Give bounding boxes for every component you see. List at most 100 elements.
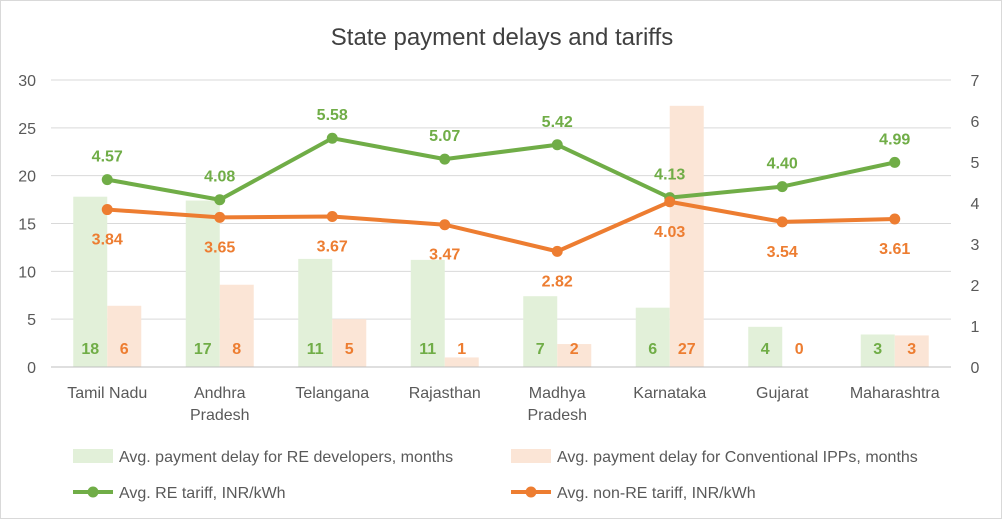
legend: Avg. payment delay for RE developers, mo… bbox=[73, 449, 918, 502]
ipp-delay-value-label: 0 bbox=[795, 341, 804, 358]
x-category-label: Gujarat bbox=[756, 385, 809, 402]
re-delay-value-label: 6 bbox=[648, 341, 657, 358]
ipp-delay-value-label: 6 bbox=[120, 341, 129, 358]
ipp-delay-value-label: 1 bbox=[457, 341, 466, 358]
re-tariff-value-label: 5.07 bbox=[429, 128, 460, 145]
left-axis-tick-label: 5 bbox=[27, 312, 36, 329]
non-re-tariff-point bbox=[889, 213, 901, 225]
legend-label: Avg. non-RE tariff, INR/kWh bbox=[557, 485, 756, 502]
re-tariff-point bbox=[101, 174, 113, 186]
left-axis-tick-label: 30 bbox=[18, 73, 36, 90]
non-re-tariff-value-label: 3.54 bbox=[767, 244, 798, 261]
non-re-tariff-point bbox=[664, 196, 676, 208]
non-re-tariff-value-label: 3.61 bbox=[879, 241, 910, 258]
legend-item: Avg. payment delay for Conventional IPPs… bbox=[511, 449, 918, 466]
x-category-label: Madhya bbox=[529, 385, 586, 402]
re-delay-value-label: 17 bbox=[194, 341, 212, 358]
x-category-label: Maharashtra bbox=[850, 385, 940, 402]
re-tariff-value-label: 4.57 bbox=[92, 149, 123, 166]
re-delay-value-label: 7 bbox=[536, 341, 545, 358]
re-tariff-value-label: 5.42 bbox=[542, 114, 573, 131]
re-tariff-value-label: 5.58 bbox=[317, 107, 348, 124]
right-axis-tick-label: 3 bbox=[971, 237, 980, 254]
right-axis-tick-label: 6 bbox=[971, 114, 980, 131]
ipp-delay-value-label: 5 bbox=[345, 341, 354, 358]
x-category-label: Tamil Nadu bbox=[67, 385, 147, 402]
re-delay-value-label: 3 bbox=[873, 341, 882, 358]
non-re-tariff-value-label: 3.47 bbox=[429, 247, 460, 264]
legend-item: Avg. RE tariff, INR/kWh bbox=[73, 485, 286, 502]
ipp-delay-bar bbox=[332, 319, 367, 367]
left-axis-tick-label: 10 bbox=[18, 264, 36, 281]
re-delay-value-label: 18 bbox=[81, 341, 99, 358]
non-re-tariff-point bbox=[551, 245, 563, 257]
right-axis-tick-label: 2 bbox=[971, 278, 980, 295]
left-axis-tick-label: 0 bbox=[27, 360, 36, 377]
legend-marker bbox=[525, 486, 537, 498]
right-axis-tick-label: 5 bbox=[971, 155, 980, 172]
non-re-tariff-point bbox=[214, 211, 226, 223]
legend-marker bbox=[87, 486, 99, 498]
re-tariff-value-label: 4.99 bbox=[879, 131, 910, 148]
right-axis-tick-label: 4 bbox=[971, 196, 980, 213]
line-value-labels: 4.57 4.08 5.58 5.07 5.42 4.13 4.40 4.99 3.84 3.65… bbox=[92, 107, 911, 290]
x-category-label: Andhra bbox=[194, 385, 246, 402]
re-tariff-line bbox=[105, 136, 897, 202]
ipp-delay-bar bbox=[444, 357, 479, 367]
ipp-delay-bar bbox=[557, 344, 592, 367]
non-re-tariff-value-label: 3.84 bbox=[92, 232, 123, 249]
right-axis-tick-label: 0 bbox=[971, 360, 980, 377]
re-tariff-point bbox=[889, 156, 901, 168]
line-series bbox=[101, 132, 901, 257]
non-re-tariff-value-label: 3.67 bbox=[317, 239, 348, 256]
legend-item: Avg. payment delay for RE developers, mo… bbox=[73, 449, 453, 466]
ipp-delay-value-label: 3 bbox=[907, 341, 916, 358]
re-delay-bar bbox=[185, 200, 220, 367]
re-delay-bar bbox=[635, 307, 670, 367]
ipp-delay-bar bbox=[107, 305, 142, 367]
bar-series bbox=[73, 105, 929, 367]
legend-label: Avg. RE tariff, INR/kWh bbox=[119, 485, 286, 502]
ipp-delay-bar bbox=[219, 284, 254, 367]
re-tariff-point bbox=[214, 194, 226, 206]
ipp-delay-value-label: 8 bbox=[232, 341, 241, 358]
bar-value-labels: 18 17 11 11 7 6 4 3 6 8 5 1 2 27 0 3 bbox=[81, 341, 916, 358]
re-delay-bar bbox=[410, 259, 445, 367]
chart-title: State payment delays and tariffs bbox=[331, 24, 673, 51]
non-re-tariff-point bbox=[326, 211, 338, 223]
re-tariff-point bbox=[326, 132, 338, 144]
x-category-label: Pradesh bbox=[190, 407, 250, 424]
non-re-tariff-point bbox=[776, 216, 788, 228]
non-re-tariff-value-label: 3.65 bbox=[204, 239, 235, 256]
left-axis-tick-label: 20 bbox=[18, 169, 36, 186]
x-category-label: Pradesh bbox=[527, 407, 587, 424]
re-tariff-value-label: 4.13 bbox=[654, 167, 685, 184]
left-axis-tick-label: 25 bbox=[18, 121, 36, 138]
ipp-delay-bar bbox=[894, 335, 929, 367]
legend-swatch bbox=[511, 449, 551, 463]
left-axis-tick-label: 15 bbox=[18, 217, 36, 234]
right-axis-tick-label: 1 bbox=[971, 319, 980, 336]
re-delay-bar bbox=[860, 334, 895, 367]
non-re-tariff-value-label: 2.82 bbox=[542, 273, 573, 290]
non-re-tariff-line bbox=[105, 199, 897, 254]
re-delay-bar bbox=[523, 296, 558, 367]
re-tariff-point bbox=[551, 139, 563, 151]
x-category-label: Karnataka bbox=[633, 385, 706, 402]
re-delay-bar bbox=[298, 258, 333, 367]
legend-swatch bbox=[73, 449, 113, 463]
legend-item: Avg. non-RE tariff, INR/kWh bbox=[511, 485, 756, 502]
ipp-delay-value-label: 2 bbox=[570, 341, 579, 358]
re-delay-bar bbox=[748, 326, 783, 367]
non-re-tariff-value-label: 4.03 bbox=[654, 224, 685, 241]
x-category-label: Rajasthan bbox=[409, 385, 481, 402]
re-tariff-point bbox=[439, 153, 451, 165]
non-re-tariff-point bbox=[101, 204, 113, 216]
right-axis-tick-label: 7 bbox=[971, 73, 980, 90]
re-delay-value-label: 4 bbox=[761, 341, 770, 358]
re-tariff-point bbox=[776, 181, 788, 193]
non-re-tariff-point bbox=[439, 219, 451, 231]
